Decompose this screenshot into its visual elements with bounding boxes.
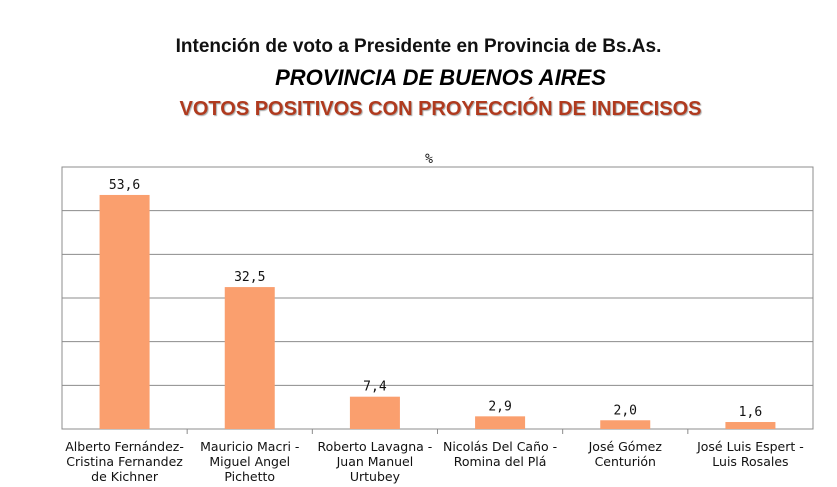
category-label-line: Centurión [595, 454, 656, 469]
category-label-line: Mauricio Macri - [200, 439, 299, 454]
value-label: 7,4 [363, 380, 387, 395]
value-label: 1,6 [739, 405, 762, 420]
category-label-line: Luis Rosales [712, 454, 788, 469]
category-label-line: José Luis Espert - [696, 439, 804, 454]
category-label-line: Roberto Lavagna - [318, 439, 433, 454]
category-label-line: Alberto Fernández- [65, 439, 184, 454]
gridlines [62, 210, 813, 434]
category-label-line: Urtubey [350, 469, 401, 484]
category-label: José Luis Espert -Luis Rosales [696, 439, 804, 469]
category-label-line: de Kichner [91, 469, 159, 484]
category-label: Mauricio Macri -Miguel Angel Pichetto [200, 439, 299, 484]
value-labels: 53,6 32,5 7,4 2,9 2,0 1,6 [109, 178, 762, 420]
category-label-line: José Gómez [588, 439, 663, 454]
bar [600, 420, 651, 429]
category-labels: Alberto Fernández-Cristina Fernandez de K… [65, 439, 804, 484]
category-label-line: Juan Manuel [336, 454, 414, 469]
category-label-line: Romina del Plá [454, 454, 547, 469]
category-label-line: Nicolás Del Caño - [443, 439, 557, 454]
value-label: 2,9 [488, 399, 511, 414]
category-label-line: Cristina Fernandez [66, 454, 183, 469]
category-label-line: Miguel Angel [209, 454, 290, 469]
chart-subtitle: PROVINCIA DE BUENOS AIRES [275, 65, 606, 90]
y-unit-label: % [425, 152, 433, 167]
bar [349, 396, 400, 429]
plot-frame [61, 166, 814, 430]
category-label: Nicolás Del Caño -Romina del Plá [443, 439, 557, 469]
bar [99, 194, 150, 429]
chart-title: Intención de voto a Presidente en Provin… [175, 36, 662, 57]
value-label: 53,6 [109, 178, 140, 193]
category-label-line: Pichetto [224, 469, 275, 484]
bar [224, 287, 275, 429]
value-label: 32,5 [234, 270, 265, 285]
value-label: 2,0 [614, 403, 637, 418]
category-label: Alberto Fernández-Cristina Fernandez de K… [65, 439, 184, 484]
category-label: José Gómez Centurión [588, 439, 663, 469]
bars [99, 194, 776, 429]
bar [725, 422, 776, 429]
bar [475, 416, 526, 429]
category-label: Roberto Lavagna -Juan Manuel Urtubey [318, 439, 433, 484]
chart-subtitle-2: VOTOS POSITIVOS CON PROYECCIÓN DE INDECI… [179, 98, 702, 120]
